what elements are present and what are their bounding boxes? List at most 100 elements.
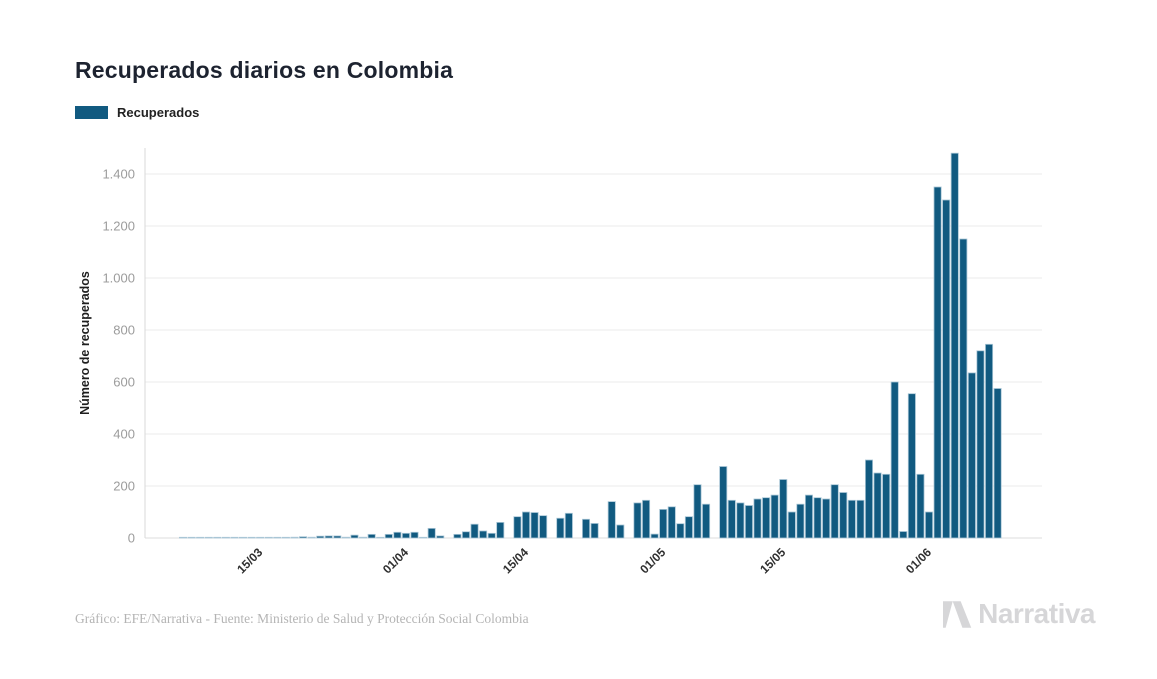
bar[interactable]: 06/03: 1 — [178, 536, 187, 539]
bar[interactable]: 28/04: 135 — [633, 502, 642, 539]
bar[interactable]: 21/05: 205 — [830, 484, 839, 539]
y-tick-label: 0 — [128, 531, 135, 546]
bar[interactable]: 18/05: 165 — [804, 494, 813, 539]
bar[interactable]: 20/03: 5 — [299, 536, 308, 539]
bar[interactable]: 13/05: 155 — [762, 497, 771, 539]
bar[interactable]: 08/06: 745 — [985, 343, 994, 539]
bar[interactable]: 15/03: 2 — [256, 536, 265, 539]
bar[interactable]: 31/03: 22 — [393, 531, 402, 539]
bar[interactable]: 29/05: 25 — [899, 531, 908, 539]
bar[interactable]: 01/06: 100 — [925, 511, 934, 539]
bar[interactable]: 12/05: 150 — [753, 498, 762, 539]
bar[interactable]: 17/04: 86 — [539, 515, 548, 539]
bar[interactable]: 30/05: 555 — [907, 393, 916, 539]
bar[interactable]: 08/03: 2 — [196, 536, 205, 539]
bar[interactable]: 09/04: 53 — [470, 523, 479, 539]
bar[interactable]: 29/04: 145 — [642, 499, 651, 539]
bar[interactable]: 20/04: 95 — [564, 512, 573, 539]
bar[interactable]: 16/05: 100 — [787, 511, 796, 539]
bar[interactable]: 23/03: 8 — [324, 535, 333, 539]
bar[interactable]: 09/05: 145 — [727, 499, 736, 539]
bar[interactable]: 02/05: 120 — [667, 506, 676, 539]
bar[interactable]: 22/04: 72 — [582, 518, 591, 539]
bar[interactable]: 01/04: 18 — [401, 532, 410, 539]
bar[interactable]: 12/04: 60 — [496, 522, 505, 539]
y-tick-label: 1.400 — [102, 167, 135, 182]
bar[interactable]: 04/05: 82 — [684, 516, 693, 539]
bar[interactable]: 16/04: 98 — [530, 512, 539, 539]
bar[interactable]: 30/03: 14 — [384, 533, 393, 539]
bar[interactable]: 14/05: 165 — [770, 494, 779, 539]
bar[interactable]: 10/04: 27 — [479, 530, 488, 539]
bar[interactable]: 30/04: 15 — [650, 533, 659, 539]
narrativa-logo-mark — [943, 600, 972, 628]
bar[interactable]: 07/03: 1 — [187, 536, 196, 539]
bar[interactable]: 06/06: 635 — [967, 372, 976, 539]
bar[interactable]: 28/05: 600 — [890, 381, 899, 539]
bar[interactable]: 31/05: 245 — [916, 473, 925, 539]
bar[interactable]: 19/03: 3 — [290, 536, 299, 539]
bar[interactable]: 24/05: 145 — [856, 499, 865, 539]
bar[interactable]: 16/03: 1 — [264, 536, 273, 539]
bar[interactable]: 05/05: 205 — [693, 484, 702, 539]
bar[interactable]: 25/04: 140 — [607, 501, 616, 539]
bar[interactable]: 02/06: 1350 — [933, 186, 942, 539]
bar[interactable]: 28/03: 14 — [367, 533, 376, 539]
bar[interactable]: 18/03: 2 — [281, 536, 290, 539]
bar[interactable]: 21/03: 3 — [307, 536, 316, 539]
bar[interactable]: 25/05: 300 — [865, 459, 874, 539]
bar[interactable]: 15/05: 225 — [779, 479, 788, 539]
bar[interactable]: 22/03: 7 — [316, 535, 325, 539]
bar[interactable]: 14/04: 82 — [513, 516, 522, 539]
y-tick-label: 600 — [113, 375, 135, 390]
bar[interactable]: 08/05: 275 — [719, 466, 728, 539]
bar[interactable]: 06/05: 130 — [702, 503, 711, 539]
bar[interactable]: 13/03: 2 — [239, 536, 248, 539]
bar[interactable]: 23/04: 56 — [590, 523, 599, 539]
bar[interactable]: 25/03: 3 — [341, 536, 350, 539]
bar[interactable]: 07/06: 720 — [976, 350, 985, 539]
x-tick-label: 01/04 — [380, 545, 411, 576]
bar[interactable]: 10/05: 135 — [736, 502, 745, 539]
bar[interactable]: 03/05: 55 — [676, 523, 685, 539]
bar[interactable]: 12/03: 1 — [230, 536, 239, 539]
bar[interactable]: 24/03: 8 — [333, 535, 342, 539]
bar[interactable]: 03/04: 2 — [419, 536, 428, 539]
y-tick-label: 1.200 — [102, 219, 135, 234]
x-tick-label: 01/05 — [637, 545, 668, 576]
bar[interactable]: 14/03: 1 — [247, 536, 256, 539]
y-tick-label: 200 — [113, 479, 135, 494]
bar[interactable]: 05/06: 1150 — [959, 238, 968, 539]
bar[interactable]: 17/05: 130 — [796, 503, 805, 539]
bar[interactable]: 11/05: 125 — [744, 505, 753, 539]
bar[interactable]: 22/05: 175 — [839, 492, 848, 539]
bar[interactable]: 05/04: 8 — [436, 535, 445, 539]
bar[interactable]: 07/04: 14 — [453, 533, 462, 539]
bar[interactable]: 15/04: 100 — [522, 511, 531, 539]
bar[interactable]: 10/03: 1 — [213, 536, 222, 539]
y-tick-label: 800 — [113, 323, 135, 338]
page-title: Recuperados diarios en Colombia — [75, 57, 454, 84]
bar[interactable]: 27/05: 245 — [882, 473, 891, 539]
bar[interactable]: 01/05: 110 — [659, 508, 668, 539]
bar[interactable]: 09/03: 1 — [204, 536, 213, 539]
bar[interactable]: 03/06: 1300 — [942, 199, 951, 539]
bar[interactable]: 11/04: 18 — [487, 532, 496, 539]
bar[interactable]: 02/04: 22 — [410, 531, 419, 539]
legend-label: Recuperados — [117, 105, 200, 120]
bar[interactable]: 23/05: 145 — [847, 499, 856, 539]
bar[interactable]: 27/03: 3 — [359, 536, 368, 539]
bar[interactable]: 09/06: 575 — [993, 388, 1002, 539]
bar[interactable]: 29/03: 2 — [376, 536, 385, 539]
bar[interactable]: 20/05: 150 — [822, 498, 831, 539]
bar[interactable]: 26/05: 250 — [873, 472, 882, 539]
bar[interactable]: 19/05: 155 — [813, 497, 822, 539]
bar[interactable]: 26/04: 50 — [616, 524, 625, 539]
bar[interactable]: 08/04: 24 — [461, 531, 470, 539]
bar[interactable]: 04/06: 1480 — [950, 152, 959, 539]
bar[interactable]: 11/03: 2 — [221, 536, 230, 539]
bar[interactable]: 19/04: 76 — [556, 517, 565, 539]
bar[interactable]: 17/03: 2 — [273, 536, 282, 539]
bar[interactable]: 04/04: 37 — [427, 527, 436, 539]
bar[interactable]: 26/03: 11 — [350, 534, 359, 539]
